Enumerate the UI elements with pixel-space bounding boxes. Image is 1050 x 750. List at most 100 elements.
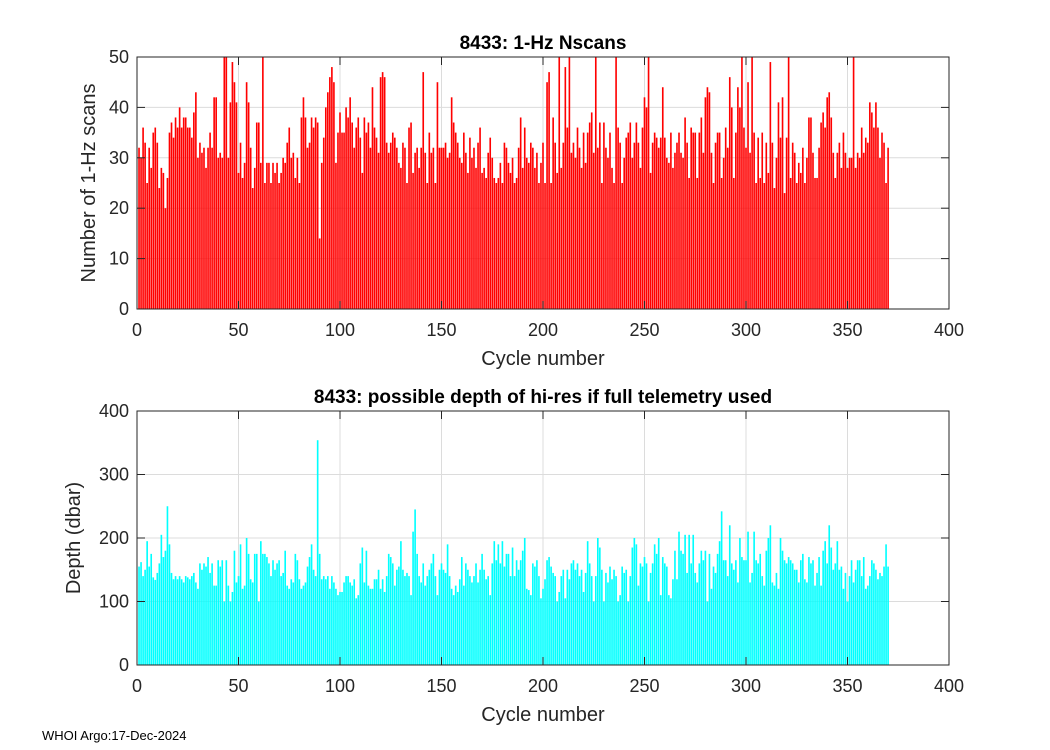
bar bbox=[712, 183, 715, 309]
bar bbox=[481, 172, 483, 309]
bar bbox=[538, 183, 540, 309]
bar bbox=[617, 127, 619, 309]
bar bbox=[710, 152, 713, 309]
bar bbox=[428, 569, 431, 665]
bar bbox=[450, 97, 453, 309]
bar bbox=[140, 157, 142, 309]
bar bbox=[834, 177, 837, 309]
bar bbox=[347, 576, 349, 665]
bar bbox=[753, 132, 755, 309]
bar bbox=[197, 588, 199, 665]
bar bbox=[806, 582, 808, 665]
bar bbox=[536, 560, 538, 665]
bar bbox=[603, 601, 605, 665]
bar bbox=[491, 563, 494, 665]
bar bbox=[294, 177, 297, 309]
bar bbox=[739, 107, 741, 310]
bar bbox=[335, 162, 337, 309]
bar bbox=[739, 538, 741, 665]
bar bbox=[235, 102, 238, 309]
bar bbox=[761, 132, 764, 309]
bar bbox=[428, 132, 431, 309]
bar bbox=[879, 572, 881, 665]
bar bbox=[408, 127, 410, 309]
bar bbox=[225, 560, 228, 665]
bar bbox=[460, 162, 463, 309]
bar bbox=[294, 553, 297, 665]
bar bbox=[304, 117, 307, 309]
bar bbox=[572, 560, 575, 665]
bar bbox=[588, 122, 591, 310]
bar bbox=[375, 137, 378, 309]
x-tick-label: 300 bbox=[731, 320, 761, 340]
bar bbox=[661, 87, 664, 310]
bar bbox=[511, 547, 514, 665]
bar bbox=[251, 582, 254, 665]
bar bbox=[260, 541, 262, 665]
bar bbox=[674, 550, 676, 665]
bar bbox=[621, 566, 623, 665]
bar bbox=[213, 585, 215, 665]
bar bbox=[274, 172, 276, 309]
bar bbox=[769, 525, 772, 665]
bar bbox=[700, 117, 703, 309]
bar bbox=[499, 162, 502, 309]
bar bbox=[201, 569, 203, 665]
bar bbox=[755, 560, 757, 665]
bar bbox=[296, 560, 299, 665]
bar bbox=[377, 152, 380, 309]
bar bbox=[830, 117, 833, 309]
bar bbox=[404, 576, 406, 665]
bar bbox=[887, 566, 889, 665]
y-tick-label: 100 bbox=[99, 592, 129, 612]
bar bbox=[785, 137, 788, 309]
bar bbox=[546, 560, 548, 665]
bar bbox=[599, 547, 601, 665]
bar bbox=[704, 97, 707, 309]
x-tick-label: 50 bbox=[228, 676, 248, 696]
bar bbox=[442, 147, 445, 309]
bar bbox=[184, 117, 187, 309]
bar bbox=[367, 122, 370, 310]
bar bbox=[493, 177, 496, 309]
bar bbox=[359, 563, 362, 665]
bar bbox=[601, 569, 603, 665]
bar bbox=[432, 147, 435, 309]
bar bbox=[730, 107, 733, 310]
bar bbox=[456, 142, 459, 309]
bar bbox=[840, 167, 843, 309]
bar bbox=[237, 576, 240, 665]
bar bbox=[532, 147, 534, 309]
bar bbox=[560, 167, 563, 309]
bar bbox=[818, 147, 820, 309]
bar bbox=[580, 569, 583, 665]
bar bbox=[885, 544, 887, 665]
bar bbox=[188, 127, 191, 309]
bar bbox=[645, 563, 648, 665]
bar bbox=[869, 576, 871, 665]
bar bbox=[554, 576, 556, 665]
bar bbox=[550, 183, 552, 309]
bar bbox=[361, 547, 364, 665]
bar bbox=[631, 157, 634, 309]
bar bbox=[733, 569, 735, 665]
bar bbox=[570, 152, 573, 309]
bar bbox=[164, 550, 167, 665]
bar bbox=[229, 601, 232, 665]
bar bbox=[211, 147, 213, 309]
bar bbox=[629, 576, 632, 665]
bar bbox=[860, 127, 863, 309]
bar bbox=[858, 560, 861, 665]
bar bbox=[802, 147, 804, 309]
bar bbox=[854, 167, 857, 309]
bar bbox=[605, 147, 607, 309]
bar bbox=[706, 87, 709, 310]
bar bbox=[184, 576, 187, 665]
bar bbox=[820, 585, 822, 665]
bar bbox=[241, 177, 244, 309]
bar bbox=[534, 167, 536, 309]
bar bbox=[503, 142, 506, 309]
bar bbox=[314, 576, 317, 665]
bar bbox=[558, 591, 561, 665]
bar bbox=[684, 534, 686, 665]
